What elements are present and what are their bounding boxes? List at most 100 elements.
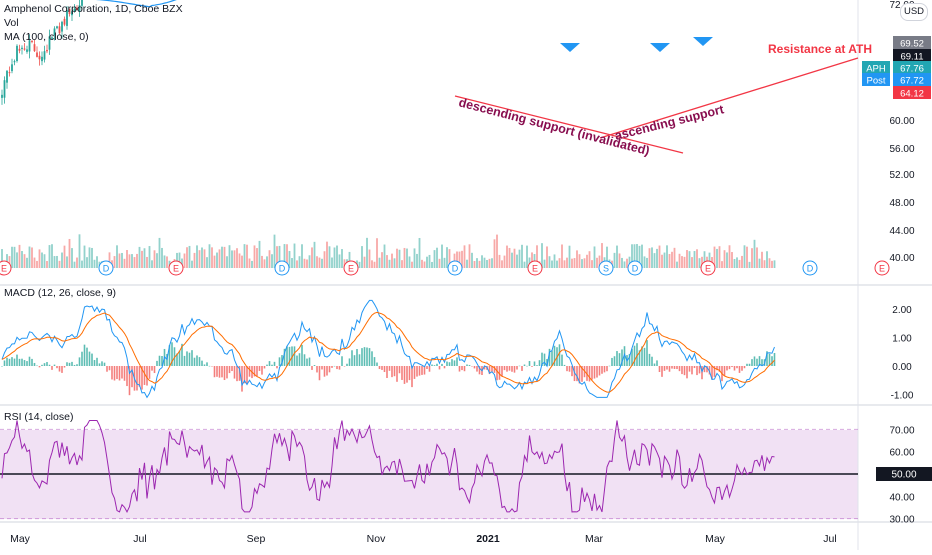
volume-bar xyxy=(38,249,41,268)
volume-bar xyxy=(566,257,568,268)
volume-bar xyxy=(398,249,401,268)
volume-bar xyxy=(158,237,161,268)
macd-histogram-bar xyxy=(618,353,621,366)
macd-histogram-bar xyxy=(71,361,73,366)
volume-bar xyxy=(306,259,308,268)
volume-bar xyxy=(283,244,286,268)
macd-histogram-bar xyxy=(348,358,351,366)
volume-bar xyxy=(183,253,186,268)
macd-histogram-bar xyxy=(616,351,618,366)
volume-bar xyxy=(546,246,548,268)
volume-bar xyxy=(648,248,651,268)
macd-histogram-bar xyxy=(306,358,308,366)
volume-bar xyxy=(528,257,531,268)
price-tag-value: 69.52 xyxy=(900,39,924,50)
volume-bar xyxy=(638,245,641,268)
macd-histogram-bar xyxy=(343,366,346,367)
macd-histogram-bar xyxy=(288,346,291,366)
volume-bar xyxy=(291,258,293,268)
volume-bar xyxy=(756,247,758,268)
volume-bar xyxy=(478,260,481,268)
price-axis-label: 52.00 xyxy=(889,170,914,181)
volume-bar xyxy=(748,261,751,268)
volume-bar xyxy=(661,254,663,268)
rsi-axis-label: 40.00 xyxy=(889,492,914,503)
macd-histogram-bar xyxy=(688,366,691,372)
volume-bar xyxy=(166,256,168,268)
event-marker-label: D xyxy=(632,264,639,274)
volume-bar xyxy=(703,251,706,268)
macd-histogram-bar xyxy=(723,366,726,377)
volume-bar xyxy=(568,245,571,268)
volume-bar xyxy=(343,259,346,268)
volume-bar xyxy=(218,249,221,268)
volume-bar xyxy=(228,245,231,268)
price-tag-bg xyxy=(893,49,931,62)
macd-histogram-bar xyxy=(643,347,646,366)
macd-histogram-bar xyxy=(576,366,578,382)
descending-support-line xyxy=(454,95,684,154)
price-axis-label: 56.00 xyxy=(889,144,914,155)
volume-bar xyxy=(41,252,43,268)
volume-bar xyxy=(233,250,236,268)
volume-bar xyxy=(763,260,766,268)
volume-bar xyxy=(8,256,11,268)
macd-histogram-bar xyxy=(631,348,633,366)
macd-histogram-bar xyxy=(356,349,358,366)
volume-bar xyxy=(333,247,336,268)
volume-bar xyxy=(201,247,203,268)
currency-button[interactable]: USD xyxy=(900,3,928,21)
macd-histogram-bar xyxy=(676,366,678,370)
volume-bar xyxy=(11,246,13,268)
time-axis-label: May xyxy=(10,533,31,545)
macd-histogram-bar xyxy=(588,366,591,382)
candle-body xyxy=(1,94,3,98)
macd-histogram-bar xyxy=(693,366,696,369)
volume-bar xyxy=(113,256,116,268)
macd-histogram-bar xyxy=(593,366,596,379)
macd-histogram-bar xyxy=(243,366,246,384)
macd-histogram-bar xyxy=(668,366,671,372)
volume-bar xyxy=(751,248,753,268)
volume-bar xyxy=(53,256,56,268)
time-axis-label: 2021 xyxy=(476,533,500,545)
macd-histogram-bar xyxy=(316,366,318,373)
macd-histogram-bar xyxy=(206,362,208,366)
macd-histogram-bar xyxy=(561,354,563,366)
candle-body xyxy=(48,36,51,50)
macd-histogram-bar xyxy=(318,366,321,381)
volume-bar xyxy=(91,247,93,268)
volume-bar xyxy=(643,256,646,268)
time-axis-label: Nov xyxy=(367,533,386,545)
macd-histogram-bar xyxy=(36,365,38,367)
macd-histogram-bar xyxy=(476,366,478,372)
volume-bar xyxy=(741,255,743,268)
macd-histogram-bar xyxy=(111,366,113,380)
volume-bar xyxy=(133,257,136,268)
volume-bar xyxy=(491,258,493,268)
volume-bar xyxy=(436,247,438,268)
volume-bar xyxy=(83,245,86,268)
event-marker-label: D xyxy=(279,264,286,274)
macd-histogram-bar xyxy=(623,346,626,366)
macd-line xyxy=(1,299,775,399)
macd-histogram-bar xyxy=(223,366,226,381)
macd-histogram-bar xyxy=(266,364,268,366)
volume-bar xyxy=(176,252,178,268)
macd-histogram-bar xyxy=(31,358,33,366)
volume-bar xyxy=(531,252,533,268)
macd-histogram-bar xyxy=(558,344,561,366)
macd-histogram-bar xyxy=(441,363,443,366)
macd-histogram-bar xyxy=(16,354,18,366)
volume-bar xyxy=(246,244,248,268)
macd-histogram-bar xyxy=(671,366,673,369)
macd-histogram-bar xyxy=(711,366,713,380)
macd-histogram-bar xyxy=(91,353,93,366)
event-marker-icon xyxy=(98,260,114,276)
macd-histogram-bar xyxy=(646,340,648,366)
volume-bar xyxy=(486,259,488,268)
macd-histogram-bar xyxy=(333,365,336,367)
macd-histogram-bar xyxy=(178,350,181,366)
